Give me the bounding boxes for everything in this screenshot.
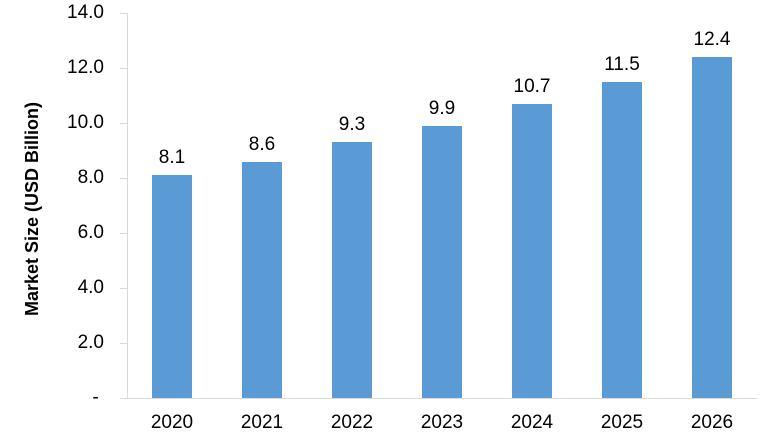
x-axis-line <box>127 398 757 399</box>
y-tick-label: 4.0 <box>77 277 104 298</box>
bar-value-label: 9.3 <box>338 114 366 135</box>
x-axis-label-2021: 2021 <box>240 412 284 433</box>
x-axis-label-2024: 2024 <box>510 412 554 433</box>
x-axis-label-2020: 2020 <box>150 412 194 433</box>
bar-2026 <box>692 57 732 398</box>
y-tick-mark <box>120 343 127 344</box>
y-tick-label: 6.0 <box>77 222 104 243</box>
y-tick-label: 2.0 <box>77 332 104 353</box>
x-axis-label-2022: 2022 <box>330 412 374 433</box>
bar-value-label: 8.1 <box>158 147 186 168</box>
bar-value-label: 9.9 <box>428 98 456 119</box>
y-tick-mark <box>120 398 127 399</box>
y-tick-label: 12.0 <box>67 57 104 78</box>
y-tick-label: - <box>92 387 104 408</box>
bar-value-label: 11.5 <box>604 54 640 75</box>
bar-2025 <box>602 82 642 398</box>
x-axis-label-2023: 2023 <box>420 412 464 433</box>
y-tick-mark <box>120 233 127 234</box>
x-axis-label-2025: 2025 <box>600 412 644 433</box>
bar-value-label: 8.6 <box>248 134 276 155</box>
bar-2024 <box>512 104 552 398</box>
y-tick-mark <box>120 288 127 289</box>
bar-2020 <box>152 175 192 398</box>
y-tick-label: 14.0 <box>67 2 104 23</box>
y-tick-mark <box>120 123 127 124</box>
bar-2022 <box>332 142 372 398</box>
y-axis-line <box>127 13 128 399</box>
bar-2023 <box>422 126 462 398</box>
bar-2021 <box>242 162 282 398</box>
bar-value-label: 10.7 <box>513 76 551 97</box>
y-tick-mark <box>120 13 127 14</box>
y-tick-label: 10.0 <box>67 112 104 133</box>
y-tick-label: 8.0 <box>77 167 104 188</box>
bar-value-label: 12.4 <box>693 29 731 50</box>
y-tick-mark <box>120 178 127 179</box>
y-tick-mark <box>120 68 127 69</box>
x-axis-label-2026: 2026 <box>690 412 734 433</box>
